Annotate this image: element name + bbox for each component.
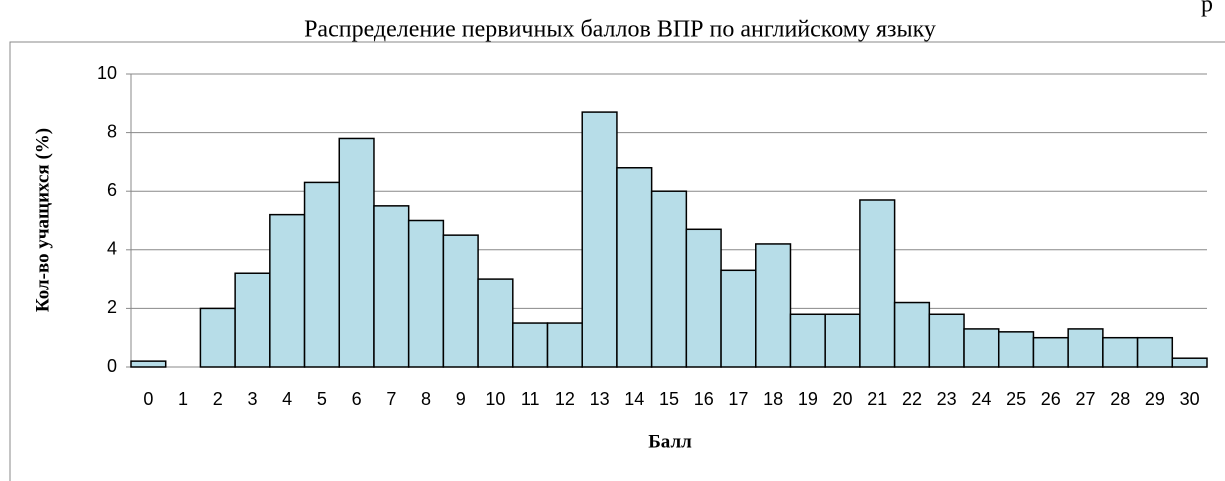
x-tick-label: 3: [247, 389, 257, 409]
x-tick-label: 5: [317, 389, 327, 409]
bar: [546, 322, 583, 368]
x-tick-label: 2: [213, 389, 223, 409]
y-axis-label: Кол-во учащихся (%): [32, 128, 53, 312]
x-tick-label: 24: [971, 389, 991, 409]
y-tick-label: 2: [107, 297, 117, 317]
bar: [824, 313, 861, 368]
bar: [755, 243, 792, 368]
bar: [859, 199, 896, 368]
x-tick-label: 26: [1041, 389, 1061, 409]
bar: [477, 278, 514, 368]
x-tick-label: 11: [521, 389, 540, 409]
bar: [997, 331, 1035, 368]
bar: [407, 219, 445, 368]
chart-title: Распределение первичных баллов ВПР по ан…: [304, 17, 936, 43]
y-tick-label: 4: [107, 239, 117, 259]
x-tick-label: 21: [867, 389, 887, 409]
bar: [1102, 336, 1139, 368]
y-tick-label: 6: [107, 180, 117, 200]
y-tick-label: 10: [97, 63, 117, 83]
bar: [1067, 328, 1104, 368]
bar: [789, 313, 826, 368]
bar: [130, 360, 167, 368]
x-tick-label: 1: [178, 389, 188, 409]
bar: [1032, 336, 1069, 368]
bar: [1136, 336, 1174, 368]
y-tick-label: 0: [107, 356, 117, 376]
bar: [234, 272, 271, 368]
corner-text: р: [1201, 0, 1213, 18]
bar: [269, 213, 306, 368]
bar: [581, 111, 618, 368]
bar: [963, 328, 1000, 368]
x-tick-label: 10: [485, 389, 505, 409]
x-tick-label: 15: [659, 389, 679, 409]
bar: [685, 228, 722, 368]
x-axis-label: Балл: [648, 431, 692, 452]
bar: [373, 205, 410, 368]
bar: [1171, 357, 1208, 368]
bar: [616, 167, 653, 368]
x-tick-label: 9: [456, 389, 466, 409]
x-tick-label: 0: [143, 389, 153, 409]
x-tick-label: 17: [728, 389, 748, 409]
x-tick-label: 20: [833, 389, 853, 409]
x-tick-label: 14: [624, 389, 644, 409]
x-tick-label: 18: [763, 389, 783, 409]
x-tick-label: 6: [352, 389, 362, 409]
x-tick-label: 8: [421, 389, 431, 409]
x-tick-label: 4: [282, 389, 292, 409]
x-tick-label: 27: [1076, 389, 1096, 409]
x-tick-label: 12: [555, 389, 575, 409]
bar: [928, 313, 965, 368]
bar: [442, 234, 479, 368]
x-tick-label: 19: [798, 389, 818, 409]
bar: [650, 190, 688, 368]
x-tick-label: 28: [1110, 389, 1130, 409]
x-tick-label: 22: [902, 389, 922, 409]
x-tick-label: 7: [386, 389, 396, 409]
x-tick-label: 13: [590, 389, 610, 409]
bar: [720, 269, 757, 368]
bar: [303, 181, 341, 368]
bar: [893, 301, 931, 368]
x-tick-label: 25: [1006, 389, 1026, 409]
x-tick-label: 16: [694, 389, 714, 409]
bar: [338, 137, 375, 368]
bar: [199, 307, 236, 368]
bar: [512, 322, 549, 368]
x-tick-label: 29: [1145, 389, 1165, 409]
x-tick-label: 23: [937, 389, 957, 409]
y-tick-label: 8: [107, 121, 117, 141]
chart-frame: [9, 41, 1225, 481]
x-tick-label: 30: [1180, 389, 1200, 409]
